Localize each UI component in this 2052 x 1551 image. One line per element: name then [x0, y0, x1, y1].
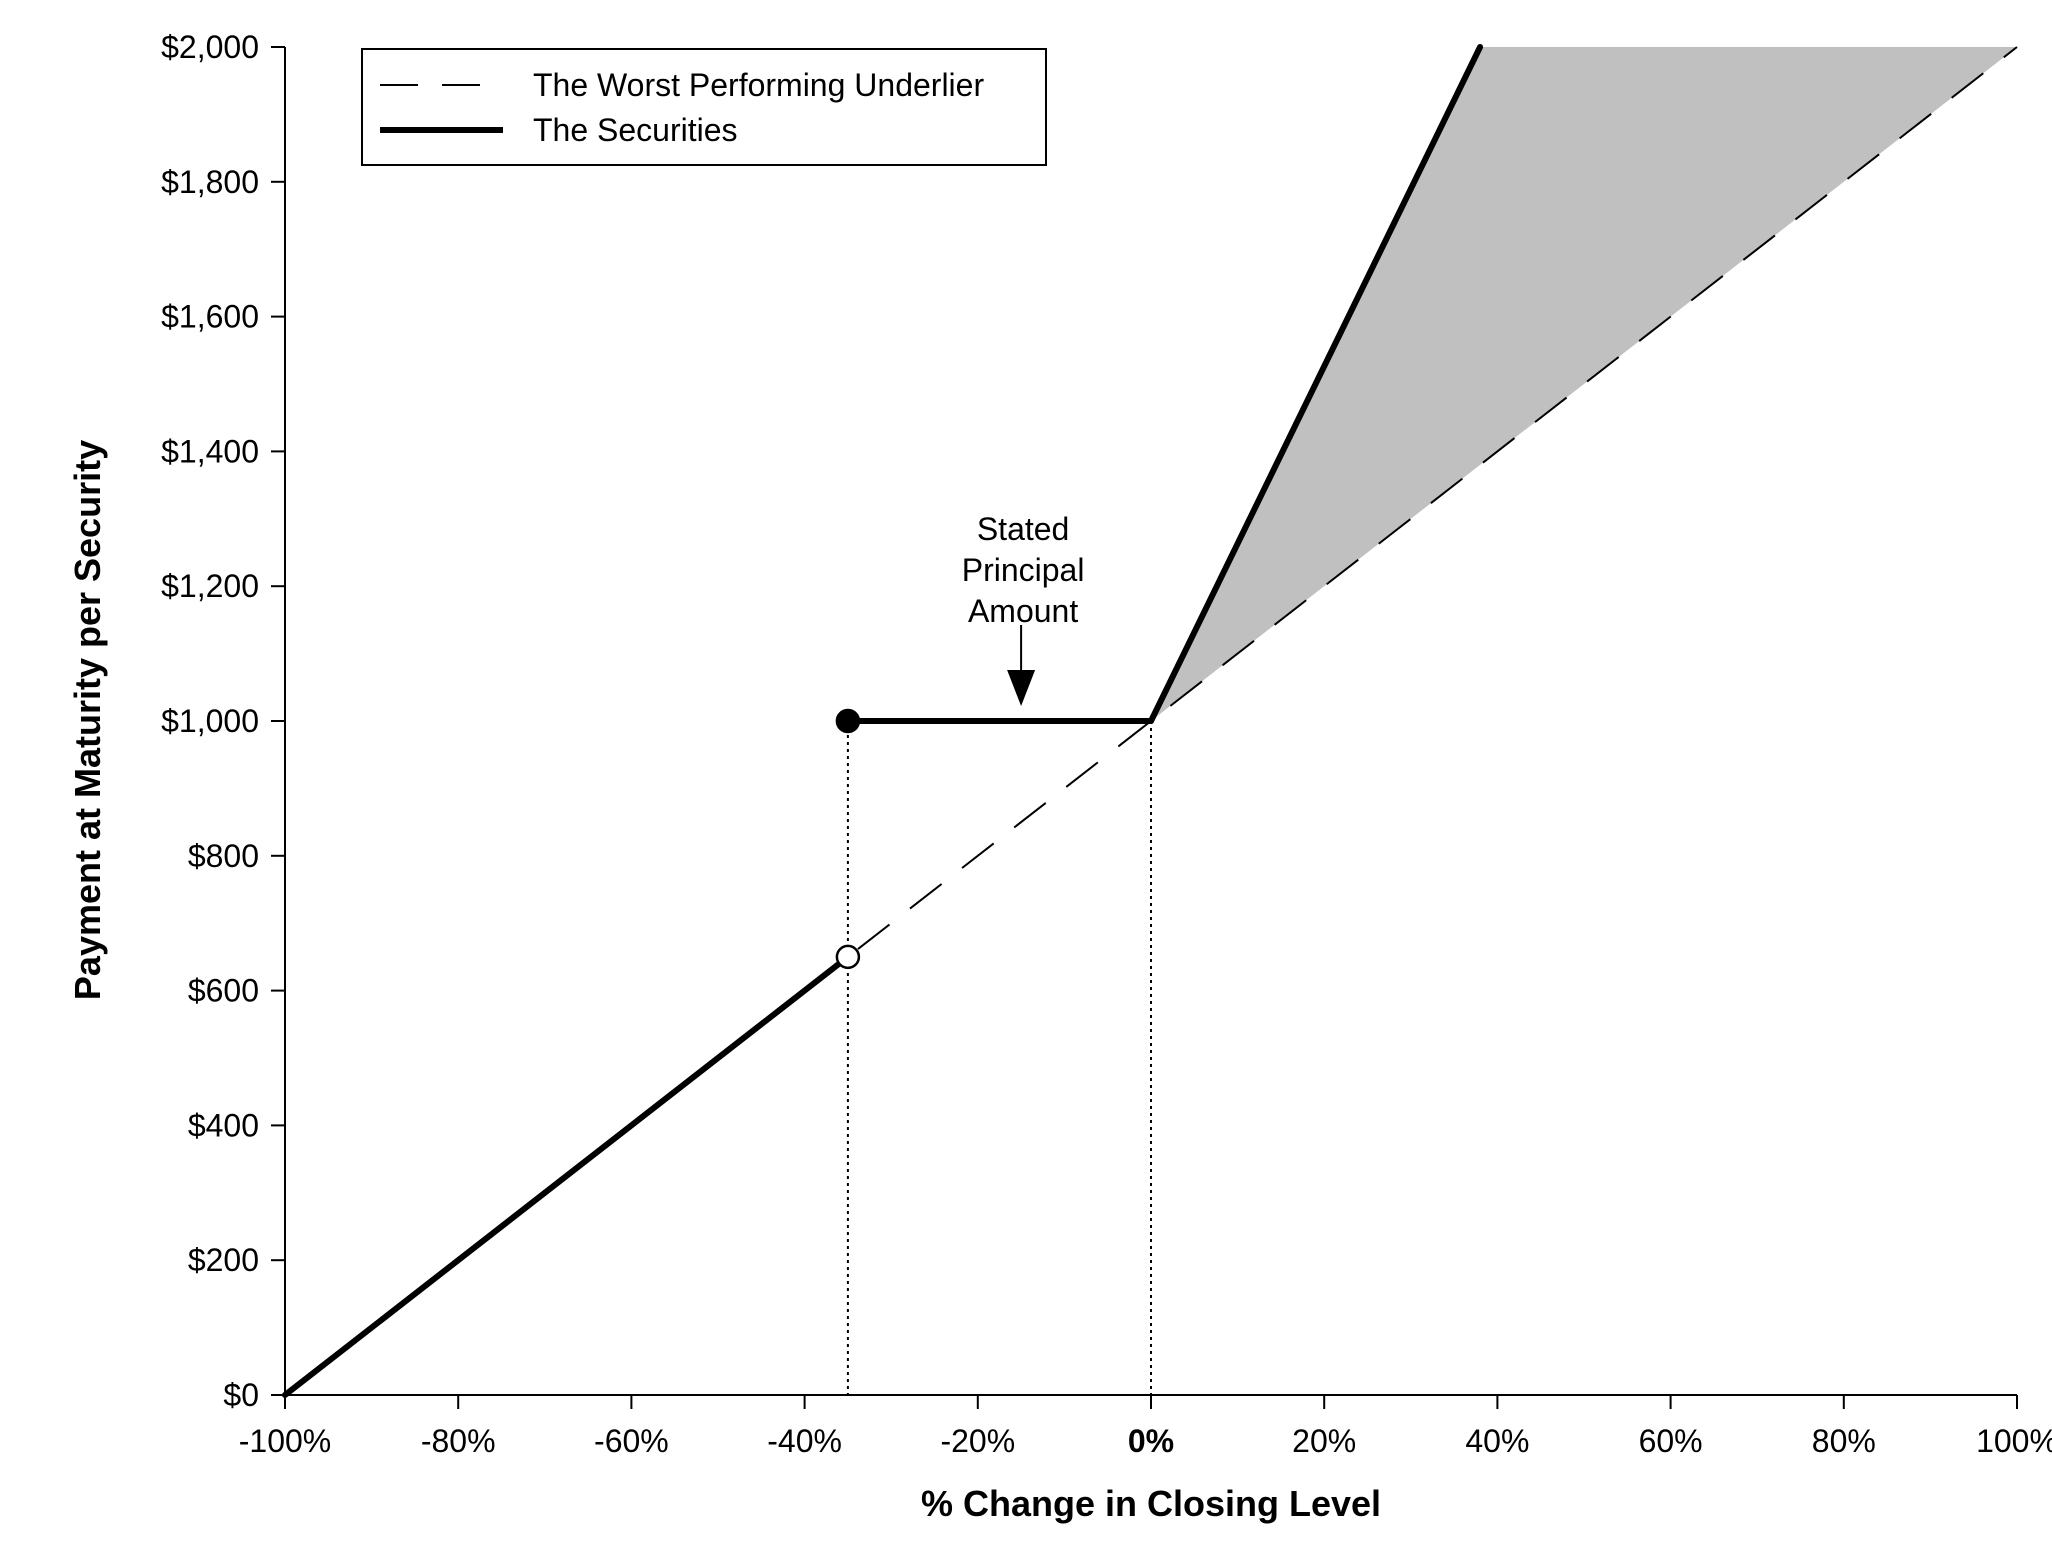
annotation-arrowhead [1007, 670, 1036, 706]
x-tick-label: 60% [1639, 1423, 1703, 1459]
x-tick-label: -40% [767, 1423, 842, 1459]
y-tick-label: $1,000 [161, 703, 259, 739]
y-tick-label: $1,600 [161, 299, 259, 335]
x-tick-label: 20% [1292, 1423, 1356, 1459]
y-tick-label: $400 [188, 1107, 259, 1143]
y-tick-label: $0 [223, 1377, 259, 1413]
x-tick-label: -20% [940, 1423, 1015, 1459]
annotation-text-line: Stated [977, 511, 1070, 547]
x-tick-label: -100% [239, 1423, 332, 1459]
marker-open-point [835, 944, 861, 970]
y-tick-label: $1,800 [161, 164, 259, 200]
x-tick-label: 40% [1465, 1423, 1529, 1459]
x-tick-label: 0% [1128, 1423, 1174, 1459]
legend-box [361, 48, 1047, 166]
y-tick-label: $200 [188, 1242, 259, 1278]
marker-filled-point [835, 708, 861, 734]
legend-securities-label: The Securities [533, 112, 738, 148]
x-tick-label: -80% [421, 1423, 496, 1459]
y-tick-label: $800 [188, 838, 259, 874]
x-tick-label: -60% [594, 1423, 669, 1459]
y-tick-label: $600 [188, 973, 259, 1009]
series-securities-segment-2 [1148, 44, 1484, 724]
legend-underlier-label: The Worst Performing Underlier [533, 67, 984, 103]
x-tick-label: 80% [1812, 1423, 1876, 1459]
y-tick-label: $2,000 [161, 29, 259, 65]
y-axis-title: Payment at Maturity per Security [67, 440, 108, 1000]
x-tick-label: 100% [1976, 1423, 2052, 1459]
annotation-text-line: Principal [962, 552, 1085, 588]
y-tick-label: $1,400 [161, 433, 259, 469]
y-tick-label: $1,200 [161, 568, 259, 604]
annotation-text-line: Amount [968, 593, 1078, 629]
x-axis-title: % Change in Closing Level [921, 1483, 1381, 1524]
series-securities-segment-0 [282, 953, 851, 1398]
